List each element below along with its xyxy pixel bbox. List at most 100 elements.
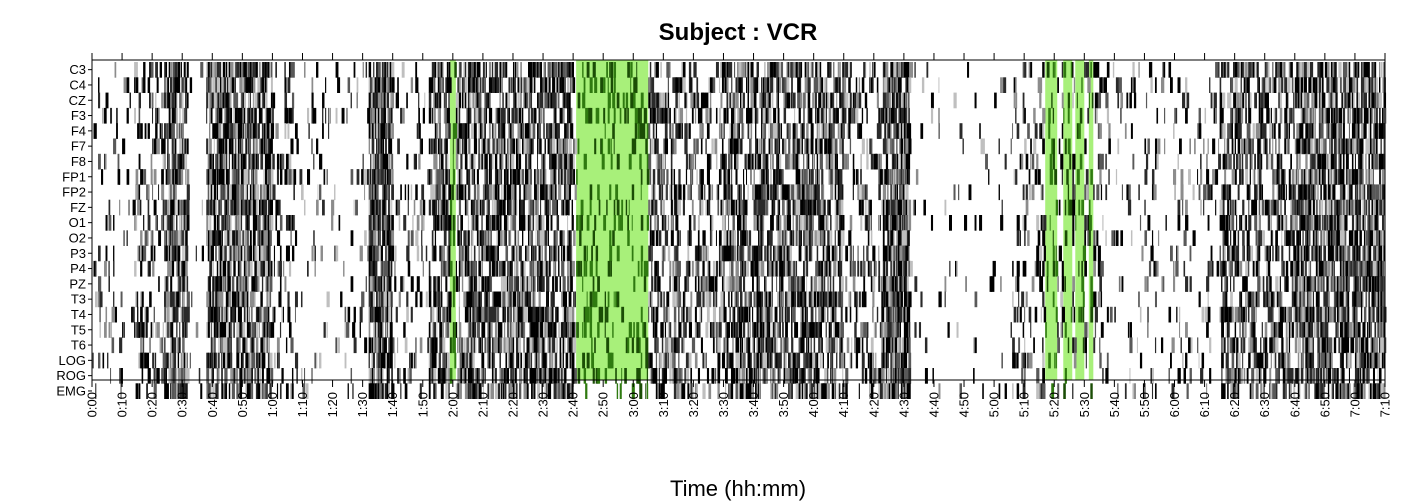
activity-mark [1314,123,1316,139]
activity-mark [552,153,555,170]
activity-mark [221,260,224,277]
activity-mark [601,138,604,155]
activity-mark [406,92,408,109]
activity-mark [842,107,845,124]
activity-mark [804,138,806,155]
activity-mark [448,245,451,262]
activity-mark [1303,184,1306,201]
activity-mark [1261,77,1264,93]
activity-mark [1222,245,1225,262]
activity-mark [794,62,796,78]
activity-mark [496,230,499,246]
activity-mark [258,107,261,124]
activity-mark [258,276,260,292]
activity-mark [218,107,221,124]
activity-mark [170,62,173,78]
activity-mark [1255,260,1259,277]
activity-mark [128,199,130,216]
activity-mark [839,62,841,78]
activity-mark [365,62,368,78]
activity-mark [592,276,595,292]
activity-mark [1225,153,1228,170]
activity-mark [397,77,399,93]
activity-mark [891,77,893,93]
activity-mark [439,153,441,170]
activity-mark [869,77,871,93]
activity-mark [269,153,272,170]
activity-mark [897,245,901,262]
activity-mark [869,138,873,155]
activity-mark [879,276,882,292]
activity-mark [231,153,234,170]
activity-mark [1261,184,1264,201]
activity-mark [215,199,218,216]
activity-mark [1279,107,1283,124]
activity-mark [231,138,234,155]
activity-mark [389,138,393,155]
activity-mark [837,62,840,78]
activity-mark [1344,199,1346,216]
activity-mark [1353,92,1355,109]
activity-mark [213,62,215,78]
activity-mark [269,138,272,155]
activity-mark [897,107,901,124]
activity-mark [890,215,892,231]
activity-mark [371,77,373,93]
activity-mark [499,199,503,216]
activity-mark [1318,169,1321,185]
activity-mark [827,153,829,170]
activity-mark [1272,62,1274,78]
activity-mark [388,276,392,292]
activity-mark [573,153,575,170]
activity-mark [553,169,556,185]
activity-mark [535,62,538,78]
activity-mark [1072,169,1075,185]
activity-mark [702,276,706,292]
activity-mark [1290,260,1294,277]
activity-mark [308,123,310,139]
activity-mark [518,153,522,170]
activity-mark [288,62,291,78]
activity-mark [317,184,319,201]
activity-mark [1088,199,1091,216]
activity-mark [752,245,754,262]
activity-mark [380,77,383,93]
activity-mark [179,62,181,78]
activity-mark [628,199,630,216]
activity-mark [182,153,184,170]
activity-mark [1215,169,1219,185]
activity-mark [803,153,805,170]
activity-mark [884,62,886,78]
activity-mark [430,169,433,185]
activity-mark [1294,199,1296,216]
activity-mark [152,230,154,246]
activity-mark [555,92,558,109]
activity-mark [567,230,570,246]
activity-mark [1153,260,1156,277]
activity-mark [484,107,486,124]
activity-mark [564,245,566,262]
activity-mark [216,230,220,246]
activity-mark [296,138,299,155]
activity-mark [761,138,763,155]
activity-mark [376,184,379,201]
activity-mark [747,153,750,170]
activity-mark [230,199,234,216]
activity-mark [224,245,227,262]
activity-mark [437,107,439,124]
activity-mark [481,260,483,277]
activity-mark [213,92,217,109]
activity-mark [888,92,891,109]
activity-mark [1317,184,1319,201]
activity-mark [500,77,503,93]
activity-mark [373,169,376,185]
activity-mark [762,169,765,185]
activity-mark [764,123,767,139]
activity-mark [1245,77,1247,93]
activity-mark [571,153,574,170]
activity-mark [183,138,186,155]
activity-mark [1333,62,1337,78]
activity-mark [114,62,117,78]
activity-mark [753,215,756,231]
activity-mark [207,245,211,262]
